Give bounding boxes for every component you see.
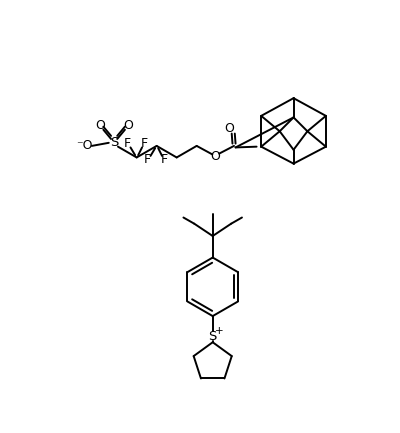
Text: O: O — [210, 150, 220, 163]
Text: S: S — [110, 136, 118, 149]
Text: O: O — [95, 120, 105, 132]
Text: +: + — [215, 326, 224, 336]
Text: S: S — [208, 330, 217, 343]
Text: F: F — [124, 137, 131, 150]
Text: O: O — [224, 123, 234, 136]
Text: ⁻O: ⁻O — [77, 139, 93, 152]
Text: F: F — [144, 153, 151, 166]
Text: F: F — [161, 153, 168, 166]
Text: F: F — [141, 137, 148, 150]
Text: O: O — [123, 120, 133, 132]
